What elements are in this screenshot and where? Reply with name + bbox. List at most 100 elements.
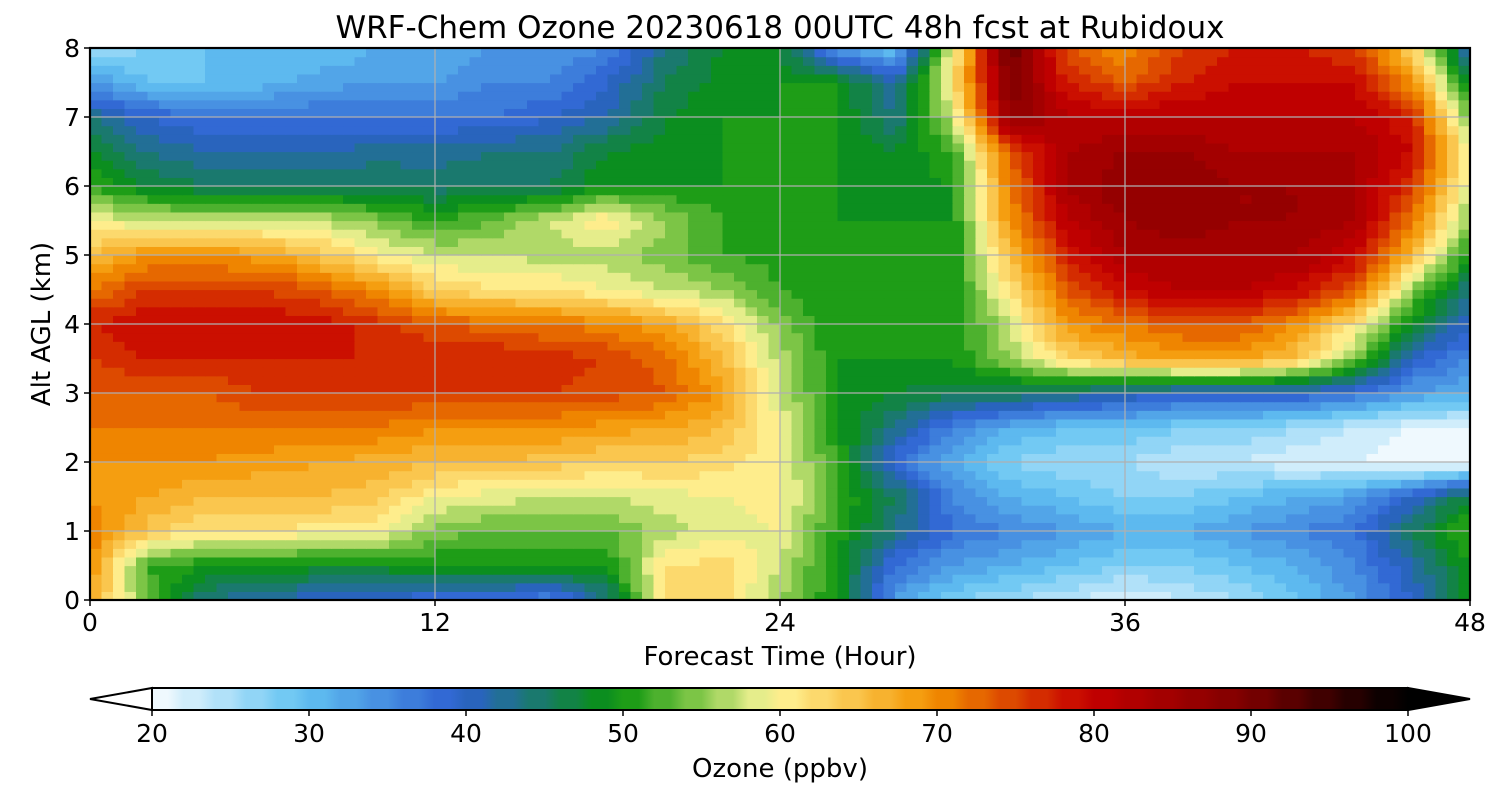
heat-cell [791,462,804,472]
heat-cell [515,384,528,394]
heat-cell [1159,479,1172,489]
heat-cell [1297,393,1310,403]
heat-cell [159,591,172,600]
heat-cell [722,582,735,592]
heat-cell [814,565,827,575]
heat-cell [1205,393,1218,403]
heat-cell [1148,401,1161,411]
heat-cell [791,332,804,342]
heat-cell [1159,418,1172,429]
heat-cell [826,539,839,549]
heat-cell [1366,341,1379,351]
heat-cell [791,393,804,403]
heat-cell [1056,410,1069,420]
heat-cell [803,272,816,282]
heat-cell [1332,263,1345,273]
heat-cell [964,444,977,454]
heat-cell [642,237,655,247]
heat-cell [814,375,827,385]
heat-cell [676,548,689,558]
heat-cell [1366,332,1379,342]
heat-cell [1136,272,1149,282]
heat-cell [757,289,770,299]
heat-cell [251,393,264,403]
heat-cell [285,255,298,265]
heat-cell [550,574,563,584]
heat-cell [343,462,356,472]
heat-cell [1355,341,1368,351]
heat-cell [182,479,195,489]
heat-cell [895,375,908,385]
heat-cell [423,367,436,377]
heat-cell [515,487,528,498]
heat-cell [1056,289,1069,299]
heat-cell [722,453,735,463]
heat-cell [561,513,574,523]
heat-cell [1286,393,1299,403]
heat-cell [239,298,252,308]
heat-cell [768,272,781,282]
heat-cell [550,436,563,446]
heat-cell [895,436,908,446]
heat-cell [1228,298,1241,308]
heat-cell [1033,332,1046,342]
heat-cell [918,522,931,532]
heat-cell [630,505,643,515]
heat-cell [975,255,988,265]
heat-cell [780,522,793,532]
heat-cell [803,505,816,515]
heat-cell [1412,462,1425,472]
heat-cell [768,565,781,575]
heat-cell [734,349,747,360]
heat-cell [354,410,367,420]
heat-cell [1148,522,1161,532]
heat-cell [228,479,241,489]
heat-cell [159,315,172,325]
heat-cell [1263,487,1276,498]
heat-cell [1205,436,1218,446]
heat-cell [826,462,839,472]
heat-cell [803,487,816,498]
heat-cell [1435,462,1448,472]
heat-cell [1251,289,1264,299]
heat-cell [952,470,965,480]
heat-cell [573,272,586,282]
heat-cell [216,393,229,403]
heat-cell [527,591,540,600]
heat-cell [1217,358,1230,368]
heat-cell [1343,487,1356,498]
heat-cell [251,462,264,472]
heat-cell [101,418,114,429]
heat-cell [573,410,586,420]
heat-cell [1056,255,1069,265]
heat-cell [435,375,448,385]
heat-cell [216,462,229,472]
heat-cell [285,453,298,463]
heat-cell [1435,410,1448,420]
heat-cell [1102,444,1115,454]
heat-cell [1332,410,1345,420]
heat-cell [412,375,425,385]
heat-cell [308,367,321,377]
heat-cell [1228,410,1241,420]
heat-cell [343,272,356,282]
heat-cell [527,410,540,420]
heat-cell [1355,531,1368,541]
heat-cell [561,582,574,592]
heat-cell [780,367,793,377]
heat-cell [1343,574,1356,584]
heat-cell [136,393,149,403]
heat-cell [688,436,701,446]
heat-cell [469,332,482,342]
heat-cell [1148,582,1161,592]
heat-cell [136,513,149,523]
heat-cell [929,393,942,403]
heat-cell [1355,427,1368,437]
heat-cell [872,401,885,411]
heat-cell [665,548,678,558]
heat-cell [262,324,275,334]
heat-cell [1079,513,1092,523]
heat-cell [1044,444,1057,454]
heat-cell [780,548,793,558]
heat-cell [182,453,195,463]
